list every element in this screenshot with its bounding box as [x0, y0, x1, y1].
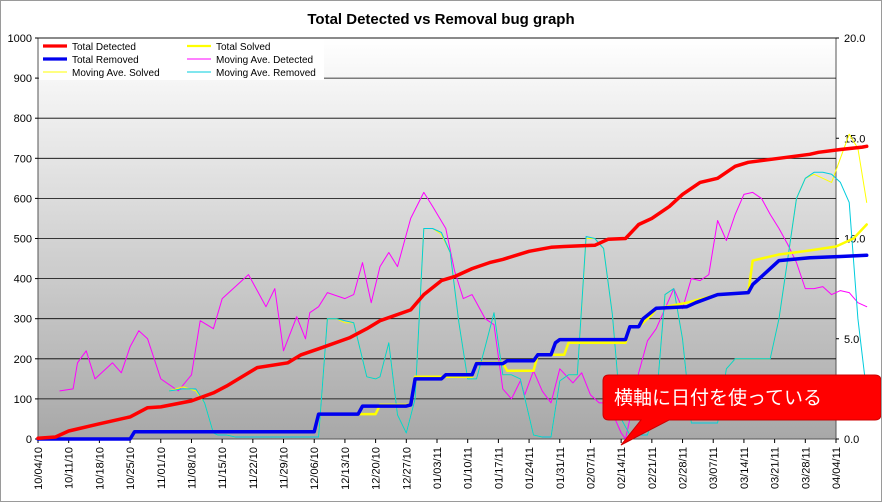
y-tick-label: 400	[14, 274, 32, 286]
y2-tick-label: 15.0	[844, 133, 865, 145]
legend-label: Moving Ave. Solved	[72, 68, 160, 79]
x-tick-label: 11/15/10	[217, 447, 229, 489]
legend: Total Detected Total Solved Total Removed M…	[39, 39, 324, 80]
x-tick-label: 02/07/11	[585, 447, 597, 489]
callout: 横軸に日付を使っている	[602, 374, 881, 446]
x-tick-label: 10/18/10	[94, 447, 106, 490]
y-tick-label: 300	[14, 314, 32, 326]
y-tick-label: 600	[14, 193, 32, 205]
y-tick-label: 500	[14, 234, 32, 246]
legend-box	[39, 39, 324, 80]
x-tick-label: 01/24/11	[524, 447, 536, 489]
legend-label: Total Removed	[72, 55, 139, 66]
axes: 0 100 200 300 400 500 600 700 800 900 1000 0.0 5.0 10…	[8, 33, 866, 490]
y2-tick-label: 5.0	[844, 334, 859, 346]
x-tick-label: 04/04/11	[831, 447, 843, 489]
y-tick-label: 900	[14, 73, 32, 85]
x-tick-label: 11/08/10	[186, 447, 198, 489]
callout-bubble	[602, 374, 881, 446]
x-tick-label: 03/14/11	[739, 447, 751, 489]
y-tick-label: 100	[14, 394, 32, 406]
series-moving-ave-detected	[59, 191, 868, 440]
x-tick-label: 03/07/11	[708, 447, 720, 489]
x-tick-label: 03/28/11	[800, 447, 812, 489]
x-tick-label: 01/17/11	[493, 447, 505, 489]
series-total-solved	[36, 223, 868, 441]
y2-tick-label: 20.0	[844, 33, 865, 45]
y-tick-label: 700	[14, 153, 32, 165]
x-tick-label: 12/06/10	[309, 447, 321, 490]
series-lines	[36, 133, 869, 441]
x-tick-label: 02/21/11	[647, 447, 659, 489]
callout-text: 横軸に日付を使っている	[614, 387, 822, 409]
legend-label: Moving Ave. Removed	[216, 68, 316, 79]
x-tick-label: 10/11/10	[64, 447, 76, 489]
legend-label: Total Detected	[72, 42, 136, 53]
y2-tick-label: 0.0	[844, 434, 859, 446]
x-tick-label: 12/20/10	[371, 447, 383, 490]
series-moving-ave-removed	[169, 171, 868, 438]
x-tick-label: 10/04/10	[33, 447, 45, 490]
y-tick-label: 200	[14, 354, 32, 366]
x-tick-label: 01/03/11	[432, 447, 444, 489]
x-tick-label: 11/01/10	[156, 447, 168, 489]
x-tick-label: 12/13/10	[340, 447, 352, 490]
x-tick-label: 12/27/10	[401, 447, 413, 490]
x-tick-label: 01/31/11	[555, 447, 567, 489]
legend-label: Total Solved	[216, 42, 270, 53]
legend-label: Moving Ave. Detected	[216, 55, 313, 66]
x-tick-label: 11/22/10	[248, 447, 260, 489]
x-tick-label: 02/14/11	[616, 447, 628, 489]
chart-title: Total Detected vs Removal bug graph	[307, 11, 574, 28]
series-total-removed	[36, 253, 869, 441]
x-tick-label: 10/25/10	[125, 447, 137, 490]
x-tick-label: 11/29/10	[279, 447, 291, 489]
y2-tick-label: 10.0	[844, 234, 865, 246]
x-tick-label: 02/28/11	[678, 447, 690, 489]
x-tick-label: 03/21/11	[770, 447, 782, 489]
y-tick-label: 0	[26, 434, 32, 446]
series-total-detected	[36, 144, 869, 440]
y-tick-label: 800	[14, 113, 32, 125]
x-tick-label: 01/10/11	[463, 447, 475, 489]
y-tick-label: 1000	[8, 33, 32, 45]
